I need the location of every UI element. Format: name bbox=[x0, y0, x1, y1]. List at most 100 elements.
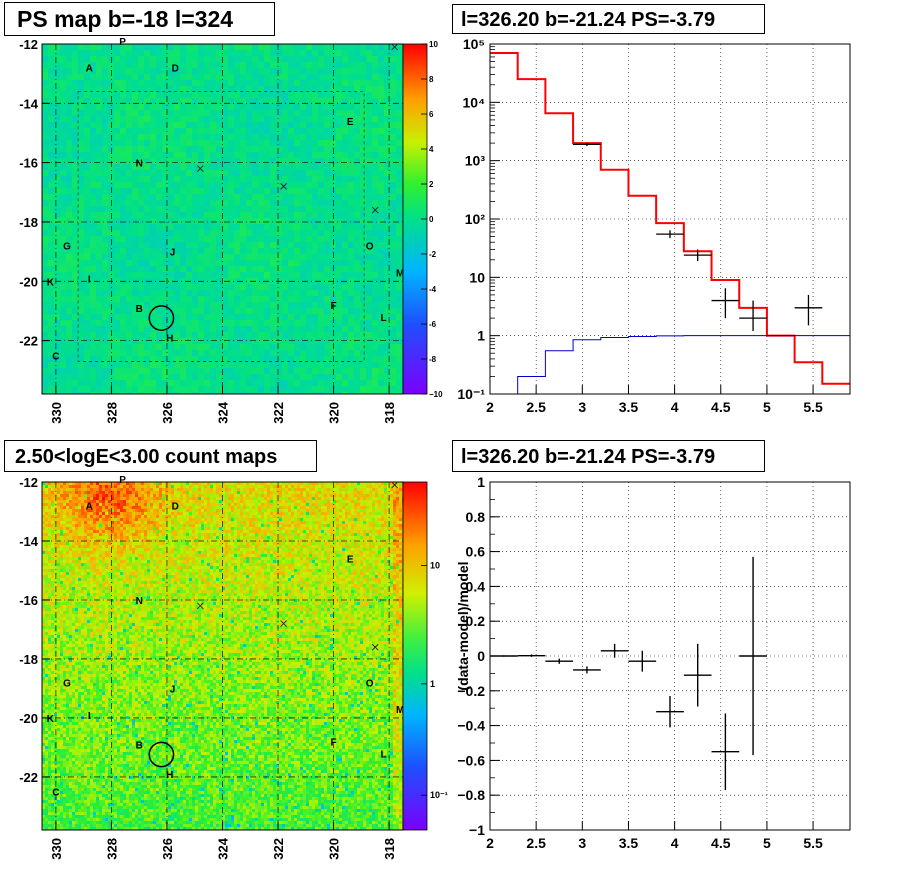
ps-map-cell bbox=[330, 74, 337, 81]
ps-map-cell bbox=[162, 344, 169, 351]
ps-map-cell bbox=[72, 212, 79, 219]
ps-map-cell bbox=[72, 320, 79, 327]
count-map-cell bbox=[93, 485, 97, 489]
ps-source-label: I bbox=[88, 274, 91, 285]
count-map-cell bbox=[153, 491, 157, 495]
count-map-cell bbox=[312, 482, 316, 486]
ps-map-cell bbox=[84, 128, 91, 135]
ps-map-cell bbox=[48, 350, 55, 357]
ps-map-cell bbox=[312, 224, 319, 231]
ps-map-cell bbox=[240, 44, 247, 51]
ps-map-cell bbox=[336, 356, 343, 363]
ps-map-cell bbox=[192, 146, 199, 153]
count-map-cell bbox=[159, 488, 163, 492]
count-map-cell bbox=[312, 512, 316, 516]
ps-map-cell bbox=[222, 254, 229, 261]
ps-map-cell bbox=[306, 56, 313, 63]
ps-map-cell bbox=[60, 242, 67, 249]
ps-map-cell bbox=[240, 80, 247, 87]
ps-map-cell bbox=[270, 266, 277, 273]
count-map-cell bbox=[84, 494, 88, 498]
count-map-cell bbox=[111, 506, 115, 510]
ps-map-cell bbox=[120, 110, 127, 117]
ps-map-cell bbox=[210, 206, 217, 213]
ps-map-cell bbox=[138, 152, 145, 159]
ps-map-cell bbox=[204, 68, 211, 75]
ps-map-cell bbox=[222, 218, 229, 225]
ps-map-cell bbox=[216, 122, 223, 129]
count-map-cell bbox=[168, 506, 172, 510]
count-map-cell bbox=[96, 485, 100, 489]
ps-map-cell bbox=[60, 350, 67, 357]
count-map-cell bbox=[219, 512, 223, 516]
ps-map-cell bbox=[210, 356, 217, 363]
ps-map-cell bbox=[396, 140, 403, 147]
ps-map-cell bbox=[126, 284, 133, 291]
count-map-cell bbox=[237, 512, 241, 516]
ps-map-cell bbox=[60, 104, 67, 111]
count-map-cell bbox=[387, 494, 391, 498]
count-map-cell bbox=[303, 500, 307, 504]
ps-map-cell bbox=[174, 338, 181, 345]
ps-map-cell bbox=[306, 248, 313, 255]
ps-map-cell bbox=[312, 164, 319, 171]
ps-map-cell bbox=[390, 320, 397, 327]
ps-map-cell bbox=[336, 140, 343, 147]
ps-map-cell bbox=[78, 302, 85, 309]
ps-map-cell bbox=[306, 200, 313, 207]
count-map-cell bbox=[336, 485, 340, 489]
ps-map-cell bbox=[72, 350, 79, 357]
ps-map-cell bbox=[48, 302, 55, 309]
ps-map-cell bbox=[252, 176, 259, 183]
ps-map-cell bbox=[72, 242, 79, 249]
ps-map-cell bbox=[54, 350, 61, 357]
ps-map-cell bbox=[96, 62, 103, 69]
ps-map-cell bbox=[294, 218, 301, 225]
count-map-cell bbox=[324, 494, 328, 498]
ps-map-cell bbox=[222, 320, 229, 327]
ps-map-cell bbox=[132, 212, 139, 219]
ps-map-cell bbox=[210, 224, 217, 231]
ps-map-cell bbox=[330, 314, 337, 321]
ps-map-cell bbox=[294, 392, 301, 395]
ps-map-cell bbox=[54, 80, 61, 87]
ps-map-cell bbox=[306, 284, 313, 291]
ps-map-cell bbox=[384, 182, 391, 189]
ps-map-cell bbox=[96, 338, 103, 345]
ps-map-cell bbox=[180, 254, 187, 261]
ps-map-cell bbox=[60, 254, 67, 261]
ps-map-cell bbox=[198, 332, 205, 339]
count-map-cell bbox=[180, 503, 184, 507]
ps-map-cell bbox=[348, 56, 355, 63]
count-map-cell bbox=[120, 503, 124, 507]
ps-map-cell bbox=[216, 248, 223, 255]
ps-map-cell bbox=[396, 206, 403, 213]
ps-map-cell bbox=[210, 128, 217, 135]
ps-map-cell bbox=[120, 266, 127, 273]
ps-map-cell bbox=[342, 74, 349, 81]
count-map-cell bbox=[333, 500, 337, 504]
ps-map-cell bbox=[336, 128, 343, 135]
ps-map-cell bbox=[216, 206, 223, 213]
ps-map-cell bbox=[144, 350, 151, 357]
ps-map-cell bbox=[138, 236, 145, 243]
ps-map-cell bbox=[126, 248, 133, 255]
count-map-cell bbox=[201, 506, 205, 510]
count-map-cell bbox=[360, 488, 364, 492]
ps-map-cell bbox=[48, 260, 55, 267]
ps-map-cell bbox=[246, 158, 253, 165]
count-map-cell bbox=[309, 503, 313, 507]
ps-map-cell bbox=[396, 212, 403, 219]
ps-map-cell bbox=[360, 86, 367, 93]
ps-map-cell bbox=[396, 74, 403, 81]
ps-map-cell bbox=[246, 236, 253, 243]
ps-map-cell bbox=[120, 362, 127, 369]
count-map-cell bbox=[177, 494, 181, 498]
ps-map-cell bbox=[378, 206, 385, 213]
count-map-cell bbox=[69, 497, 73, 501]
ps-map-cell bbox=[378, 146, 385, 153]
ps-map-cell bbox=[216, 314, 223, 321]
ps-map-cell bbox=[330, 128, 337, 135]
ps-map-cell bbox=[354, 74, 361, 81]
ps-map-cell bbox=[396, 158, 403, 165]
